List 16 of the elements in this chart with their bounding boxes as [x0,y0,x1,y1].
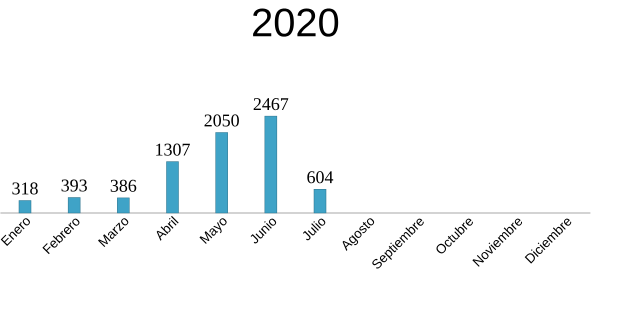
data-label: 1307 [156,144,190,156]
bar [117,198,130,214]
bar [314,189,326,214]
bar [215,132,228,214]
bar [166,161,179,214]
data-label: 2467 [254,98,288,110]
data-label: 604 [307,171,334,184]
data-label: 386 [110,180,136,192]
data-label: 393 [62,179,87,192]
bar [68,197,80,214]
data-label: 2050 [204,114,239,126]
bar [18,200,32,214]
data-label: 318 [12,182,38,194]
bar [264,116,278,214]
chart-title: 2020 [253,8,338,37]
x-tick-label: Julio [302,218,326,240]
